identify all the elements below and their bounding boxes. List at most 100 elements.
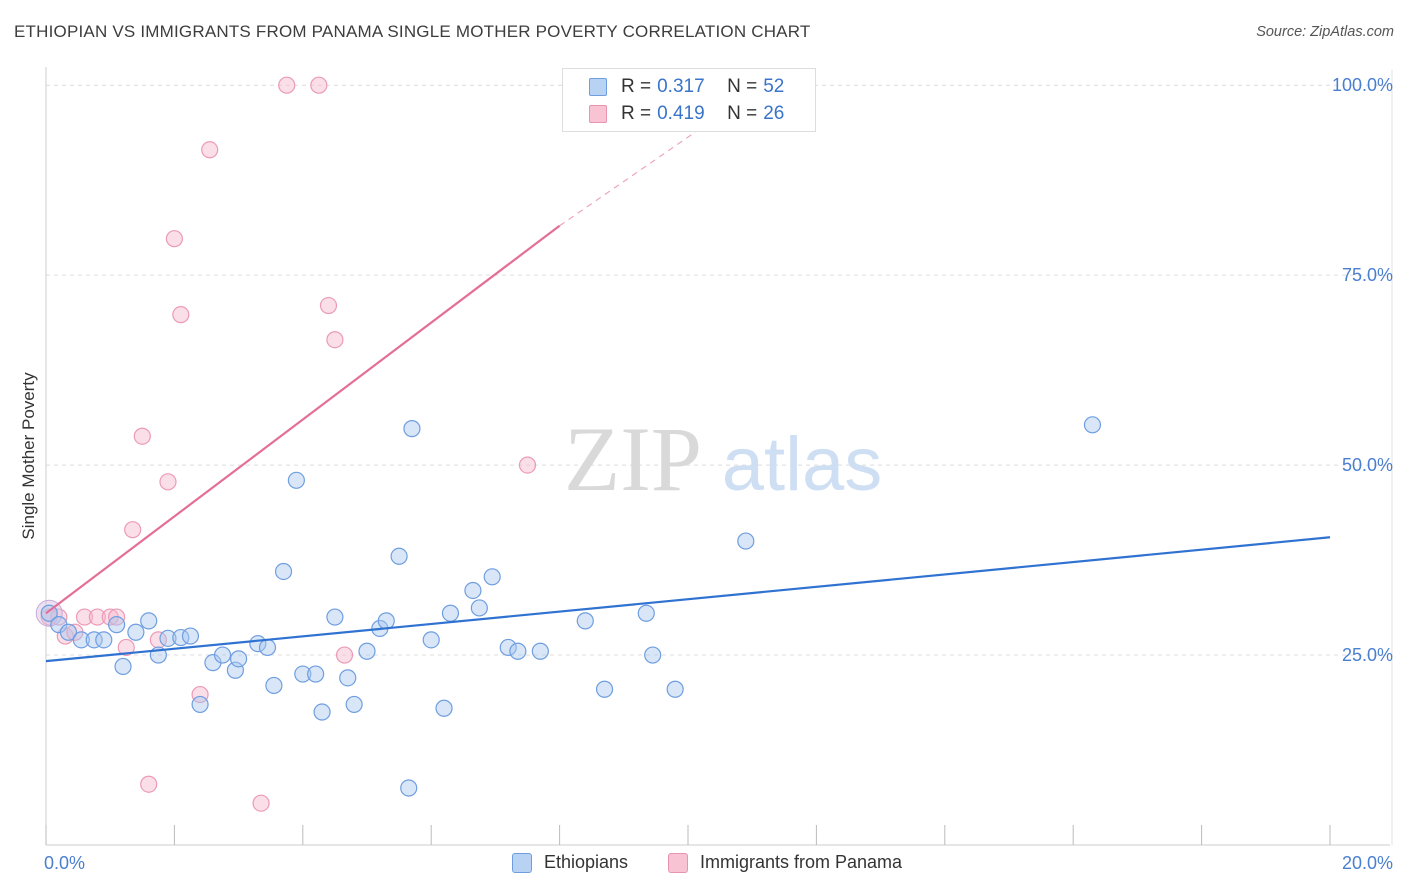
ethiopians-point (313, 703, 331, 721)
series-panama-points (35, 76, 537, 812)
legend-swatch-blue (589, 78, 607, 96)
ethiopians-point (230, 650, 248, 668)
ethiopians-point (59, 623, 78, 641)
ethiopians-point (422, 631, 440, 649)
gridlines (46, 84, 1392, 656)
panama-point (518, 456, 537, 474)
panama-point (191, 685, 209, 704)
panama-point (75, 608, 94, 626)
ethiopians-point (213, 646, 232, 664)
legend-label-panama: Immigrants from Panama (700, 852, 903, 872)
ethiopians-point (40, 604, 58, 622)
legend-swatch-pink (668, 852, 688, 873)
panama-point (88, 608, 106, 626)
ethiopians-point (265, 676, 283, 695)
ethiopians-point (441, 604, 460, 622)
panama-point (335, 646, 354, 664)
ethiopians-point (595, 680, 614, 698)
ethiopians-point (400, 779, 418, 797)
chart-source: Source: ZipAtlas.com (1256, 24, 1394, 40)
legend-row-panama: R = 0.419 N = 26 (589, 103, 784, 125)
ethiopians-trend-line (45, 536, 1331, 663)
ethiopians-point (258, 638, 277, 657)
ethiopians-point (274, 562, 293, 581)
legend-n-label: N = (727, 103, 758, 124)
legend-r-label: R = (621, 103, 652, 124)
ethiopians-point (576, 612, 594, 630)
panama-point (124, 521, 142, 539)
ethiopians-point (114, 657, 132, 676)
ethiopians-point (358, 642, 376, 660)
y-tick-label: 100.0% (1332, 75, 1393, 95)
ethiopians-point (737, 532, 755, 550)
ethiopians-point (108, 616, 126, 634)
ethiopians-point (403, 420, 421, 438)
ethiopians-point (72, 631, 90, 649)
legend-row-ethiopians: R = 0.317 N = 52 (589, 76, 784, 98)
ethiopians-point (509, 642, 527, 660)
ethiopians-point (483, 568, 501, 586)
y-tick-label: 75.0% (1342, 265, 1393, 285)
panama-point (278, 76, 296, 94)
y-tick-label: 50.0% (1342, 455, 1393, 475)
watermark-atlas: atlas (722, 422, 883, 507)
panama-point (172, 306, 190, 324)
ethiopians-point (95, 631, 113, 649)
ethiopians-point (531, 642, 549, 660)
ethiopians-point (294, 665, 312, 683)
ethiopians-point (159, 629, 177, 647)
legend-swatch-pink (589, 105, 607, 123)
ethiopians-point (637, 604, 655, 622)
ethiopians-point (339, 669, 357, 687)
legend-n-value: 52 (763, 76, 785, 97)
panama-point (117, 638, 135, 657)
ethiopians-point (345, 695, 363, 714)
legend-r-value: 0.317 (657, 76, 705, 97)
series-legend: Ethiopians Immigrants from Panama (0, 852, 1406, 876)
panama-point (140, 775, 158, 793)
chart-title: ETHIOPIAN VS IMMIGRANTS FROM PANAMA SING… (14, 22, 811, 41)
ethiopians-point (191, 695, 209, 714)
panama-point (165, 230, 183, 248)
x-tick-label: 0.0% (44, 853, 85, 873)
ethiopians-point (307, 665, 325, 683)
watermark-zip: ZIP (564, 408, 702, 510)
legend-item-panama[interactable]: Immigrants from Panama (668, 852, 902, 873)
legend-swatch-blue (512, 852, 532, 873)
panama-point (326, 331, 344, 349)
ethiopians-point (464, 581, 482, 600)
panama-point (310, 76, 328, 94)
panama-point (201, 141, 219, 159)
panama-point (133, 427, 151, 445)
y-axis-label: Single Mother Poverty (19, 372, 38, 540)
legend-r-value: 0.419 (657, 103, 705, 124)
ethiopians-point (127, 623, 145, 641)
ethiopians-point (1083, 416, 1102, 434)
ethiopians-point (390, 547, 408, 565)
ethiopians-point (287, 471, 305, 489)
tick-labels: 25.0% 50.0% 75.0% 100.0% 0.0% 20.0% (44, 75, 1393, 873)
ethiopians-point (470, 599, 488, 617)
panama-point (252, 794, 270, 812)
panama-point (159, 473, 177, 491)
x-tick-label: 20.0% (1342, 853, 1393, 873)
axes (45, 67, 1393, 846)
ethiopians-point (377, 612, 395, 630)
trend-lines (45, 92, 1331, 663)
ethiopians-point (644, 646, 662, 664)
series-ethiopians-points (40, 416, 1102, 797)
legend-item-ethiopians[interactable]: Ethiopians (512, 852, 628, 873)
ethiopians-point (666, 680, 684, 698)
panama-trend-line (45, 224, 561, 615)
ethiopians-point (140, 612, 158, 630)
ethiopians-point (326, 608, 344, 626)
legend-n-value: 26 (763, 103, 785, 124)
ethiopians-point (181, 627, 200, 645)
ethiopians-point (85, 631, 103, 649)
stats-legend: R = 0.317 N = 52 R = 0.419 N = 26 (562, 68, 816, 132)
legend-label-ethiopians: Ethiopians (544, 852, 629, 872)
panama-point (319, 296, 338, 315)
ethiopians-point (499, 638, 517, 657)
y-tick-label: 25.0% (1342, 645, 1393, 665)
